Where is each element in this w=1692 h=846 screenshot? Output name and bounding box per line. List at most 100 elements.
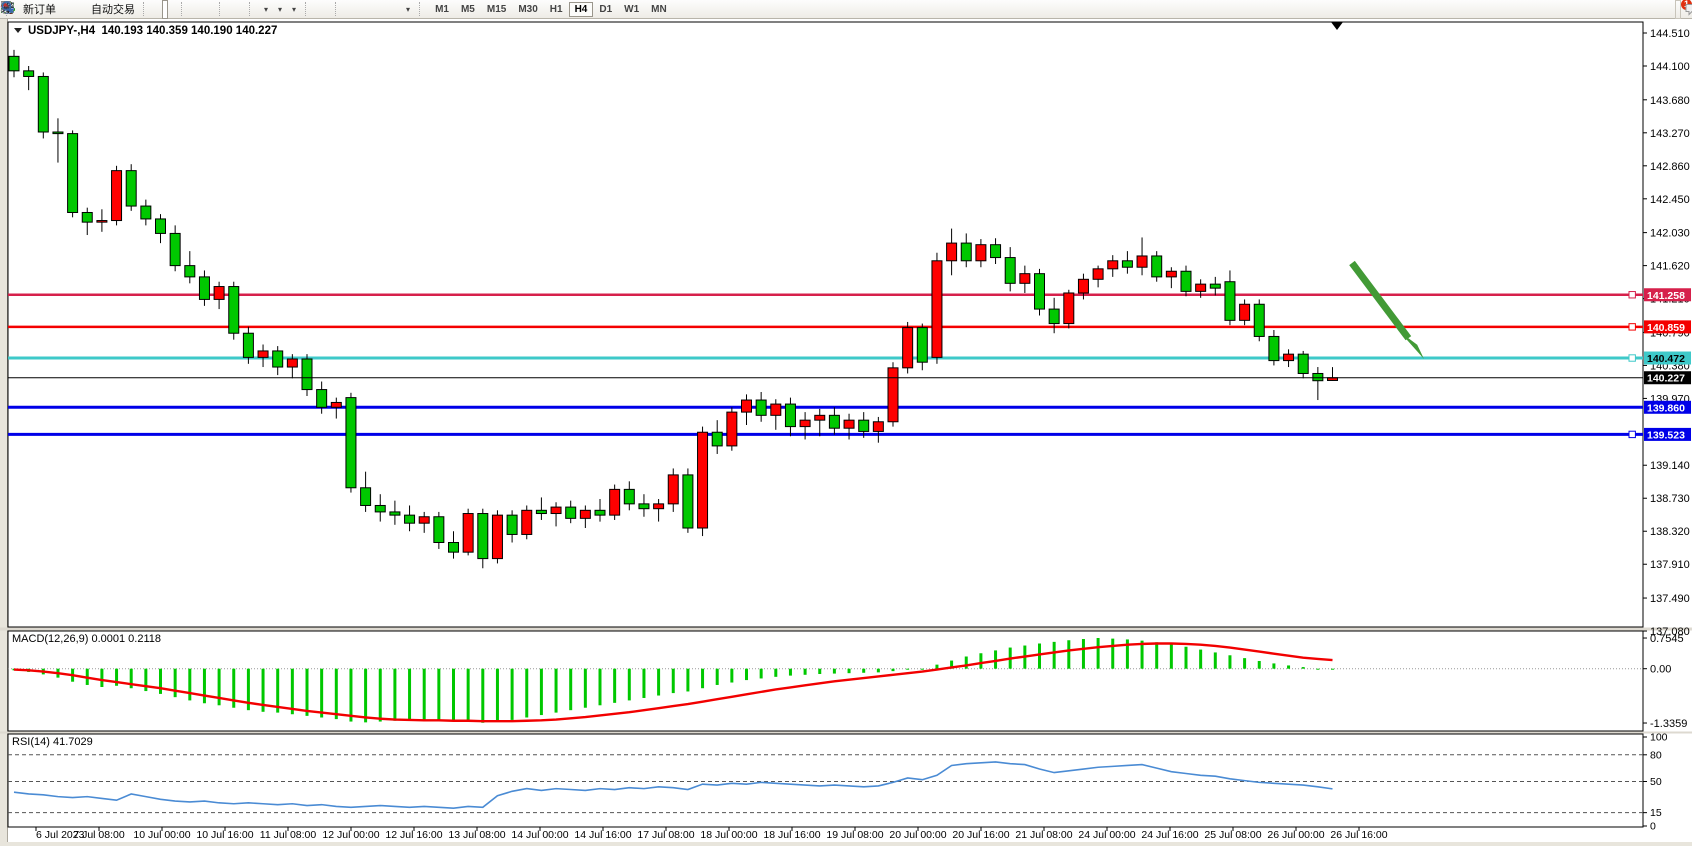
timeframe-m15[interactable]: M15: [486, 3, 507, 15]
horizontal-level-lines[interactable]: [8, 291, 1643, 439]
svg-text:0.7545: 0.7545: [1650, 633, 1684, 645]
cursor-button[interactable]: [4, 0, 322, 19]
svg-text:11 Jul 08:00: 11 Jul 08:00: [260, 829, 317, 841]
tile-windows-button[interactable]: [1, 0, 214, 19]
svg-text:80: 80: [1650, 749, 1662, 761]
candles-layer[interactable]: [8, 49, 1338, 569]
trend-annotation-arrow[interactable]: [1349, 260, 1424, 359]
svg-text:7 Jul 08:00: 7 Jul 08:00: [73, 829, 125, 841]
toolbar-separator: [249, 2, 256, 16]
search-button[interactable]: [1, 0, 1681, 19]
timeframe-m30[interactable]: M30: [518, 3, 538, 15]
bar-chart-button[interactable]: [3, 0, 160, 19]
window-bottom-border: [0, 842, 1692, 846]
svg-text:15: 15: [1650, 807, 1662, 819]
timeframe-mn[interactable]: MN: [651, 3, 667, 15]
notifications-button[interactable]: 1: [1681, 0, 1692, 19]
new-order-label: 新订单: [23, 4, 56, 16]
svg-text:140.859: 140.859: [1647, 322, 1685, 334]
svg-text:50: 50: [1650, 776, 1662, 788]
chart-shift-marker[interactable]: [1331, 22, 1343, 30]
svg-text:139.140: 139.140: [1650, 460, 1690, 472]
svg-text:T: T: [5, 3, 11, 13]
svg-text:137.910: 137.910: [1650, 559, 1690, 571]
horizontal-line-button[interactable]: [1, 0, 360, 19]
rsi-pane[interactable]: 100 80 50 15 0: [8, 732, 1668, 833]
price-axis[interactable]: 144.510 144.100 143.680 143.270 142.860 142.4…: [1643, 28, 1690, 638]
chart-dropdown-icon[interactable]: [14, 28, 22, 34]
timeframe-w1[interactable]: W1: [624, 3, 640, 15]
chart-shift-button[interactable]: [2, 0, 244, 19]
svg-text:100: 100: [1650, 732, 1668, 744]
svg-text:14 Jul 00:00: 14 Jul 00:00: [511, 829, 568, 841]
svg-text:142.450: 142.450: [1650, 194, 1690, 206]
svg-text:25 Jul 08:00: 25 Jul 08:00: [1204, 829, 1261, 841]
svg-text:10 Jul 16:00: 10 Jul 16:00: [196, 829, 253, 841]
signals-button[interactable]: [1, 0, 83, 19]
svg-text:21 Jul 08:00: 21 Jul 08:00: [1015, 829, 1072, 841]
svg-text:18 Jul 00:00: 18 Jul 00:00: [700, 829, 757, 841]
svg-text:6 Jul 2023: 6 Jul 2023: [36, 829, 85, 841]
timeframe-d1[interactable]: D1: [599, 3, 613, 15]
svg-text:140.472: 140.472: [1647, 353, 1685, 365]
chart-symbol-period: USDJPY-,H4: [28, 25, 96, 37]
auto-scroll-button[interactable]: [2, 0, 236, 19]
svg-text:137.080: 137.080: [1650, 626, 1690, 638]
svg-text:138.730: 138.730: [1650, 493, 1690, 505]
svg-text:139.523: 139.523: [1647, 429, 1685, 441]
timeframe-m1[interactable]: M1: [435, 3, 449, 15]
chevron-down-icon[interactable]: ▾: [406, 4, 411, 14]
crosshair-button[interactable]: [1, 0, 330, 19]
auto-trading-button[interactable]: 自动交易: [2, 0, 138, 19]
timeframe-h4[interactable]: H4: [568, 1, 594, 17]
vertical-line-button[interactable]: [7, 0, 352, 19]
market-watch-button[interactable]: [1, 0, 67, 19]
trendline-button[interactable]: [1, 0, 368, 19]
equidistant-channel-button[interactable]: E: [0, 0, 376, 19]
svg-text:20 Jul 16:00: 20 Jul 16:00: [952, 829, 1009, 841]
svg-text:24 Jul 00:00: 24 Jul 00:00: [1078, 829, 1135, 841]
timeframe-m5[interactable]: M5: [460, 3, 475, 15]
add-indicator-button[interactable]: ▾: [1, 0, 272, 19]
line-chart-button[interactable]: [0, 0, 176, 19]
data-window-button[interactable]: [1, 0, 75, 19]
svg-text:144.510: 144.510: [1650, 28, 1690, 40]
chart-title[interactable]: USDJPY-,H4 140.193 140.359 140.190 140.2…: [14, 25, 277, 37]
templates-button[interactable]: ▾: [1, 0, 300, 19]
macd-name: MACD(12,26,9): [12, 633, 89, 645]
svg-text:E: E: [9, 10, 13, 15]
svg-text:26 Jul 00:00: 26 Jul 00:00: [1267, 829, 1324, 841]
svg-text:141.258: 141.258: [1647, 290, 1685, 302]
text-button[interactable]: A: [4, 0, 392, 19]
svg-text:19 Jul 08:00: 19 Jul 08:00: [826, 829, 883, 841]
svg-text:0.00: 0.00: [1650, 664, 1671, 676]
timeframe-h1[interactable]: H1: [549, 3, 563, 15]
rsi-value: 41.7029: [52, 736, 93, 748]
arrows-button[interactable]: ▾: [0, 0, 414, 19]
macd-pane[interactable]: 0.7545 0.00 -1.3359: [8, 633, 1687, 730]
candlestick-chart-button[interactable]: [2, 0, 168, 19]
auto-trading-label: 自动交易: [91, 4, 135, 16]
svg-text:17 Jul 08:00: 17 Jul 08:00: [637, 829, 694, 841]
chevron-down-icon[interactable]: ▾: [292, 4, 297, 14]
chevron-down-icon[interactable]: ▾: [264, 4, 269, 14]
text-label-button[interactable]: T: [1, 0, 400, 19]
svg-text:14 Jul 16:00: 14 Jul 16:00: [574, 829, 631, 841]
svg-text:18 Jul 16:00: 18 Jul 16:00: [763, 829, 820, 841]
svg-text:143.680: 143.680: [1650, 95, 1690, 107]
fibonacci-button[interactable]: F: [1, 0, 384, 19]
svg-text:142.860: 142.860: [1650, 161, 1690, 173]
zoom-out-button[interactable]: [1, 0, 206, 19]
svg-text:13 Jul 08:00: 13 Jul 08:00: [448, 829, 505, 841]
svg-text:0: 0: [1650, 821, 1656, 833]
chevron-down-icon[interactable]: ▾: [278, 4, 283, 14]
periods-button[interactable]: ▾: [1, 0, 286, 19]
svg-text:141.620: 141.620: [1650, 261, 1690, 273]
pane-separators[interactable]: [0, 627, 1692, 734]
chart-ohlc-values: 140.193 140.359 140.190 140.227: [101, 25, 278, 37]
zoom-in-button[interactable]: [1, 0, 198, 19]
new-order-button[interactable]: 新订单: [1, 0, 59, 19]
